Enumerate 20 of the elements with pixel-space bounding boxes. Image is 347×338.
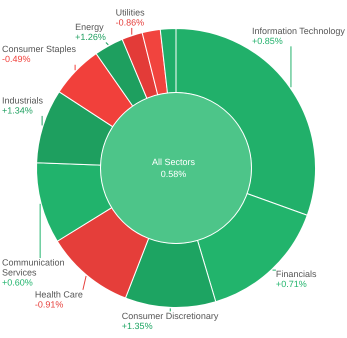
slice-label: Utilities bbox=[116, 7, 146, 18]
text: +1.35% bbox=[122, 320, 153, 331]
text: +0.60% bbox=[2, 278, 33, 288]
text: +1.34% bbox=[2, 105, 33, 116]
text: -0.49% bbox=[2, 54, 31, 64]
slice-label: Health Care bbox=[34, 289, 83, 300]
slice-label: Consumer Discretionary bbox=[122, 310, 219, 321]
text: -0.86% bbox=[116, 17, 144, 28]
slice-label: Financials bbox=[276, 269, 317, 280]
slice-label: Energy bbox=[75, 22, 104, 32]
slice-label: Consumer Staples bbox=[2, 44, 77, 54]
text: +1.26% bbox=[75, 32, 106, 42]
slice-label: Communication Services bbox=[2, 258, 65, 278]
slice-label: Information Technology bbox=[252, 26, 346, 36]
text: +0.85% bbox=[252, 36, 283, 46]
text: 0.58% bbox=[160, 168, 188, 180]
slice-label: Industrials bbox=[2, 95, 44, 106]
text: All Sectors bbox=[150, 156, 196, 168]
text: +0.71% bbox=[276, 279, 307, 290]
text: -0.91% bbox=[34, 299, 64, 310]
